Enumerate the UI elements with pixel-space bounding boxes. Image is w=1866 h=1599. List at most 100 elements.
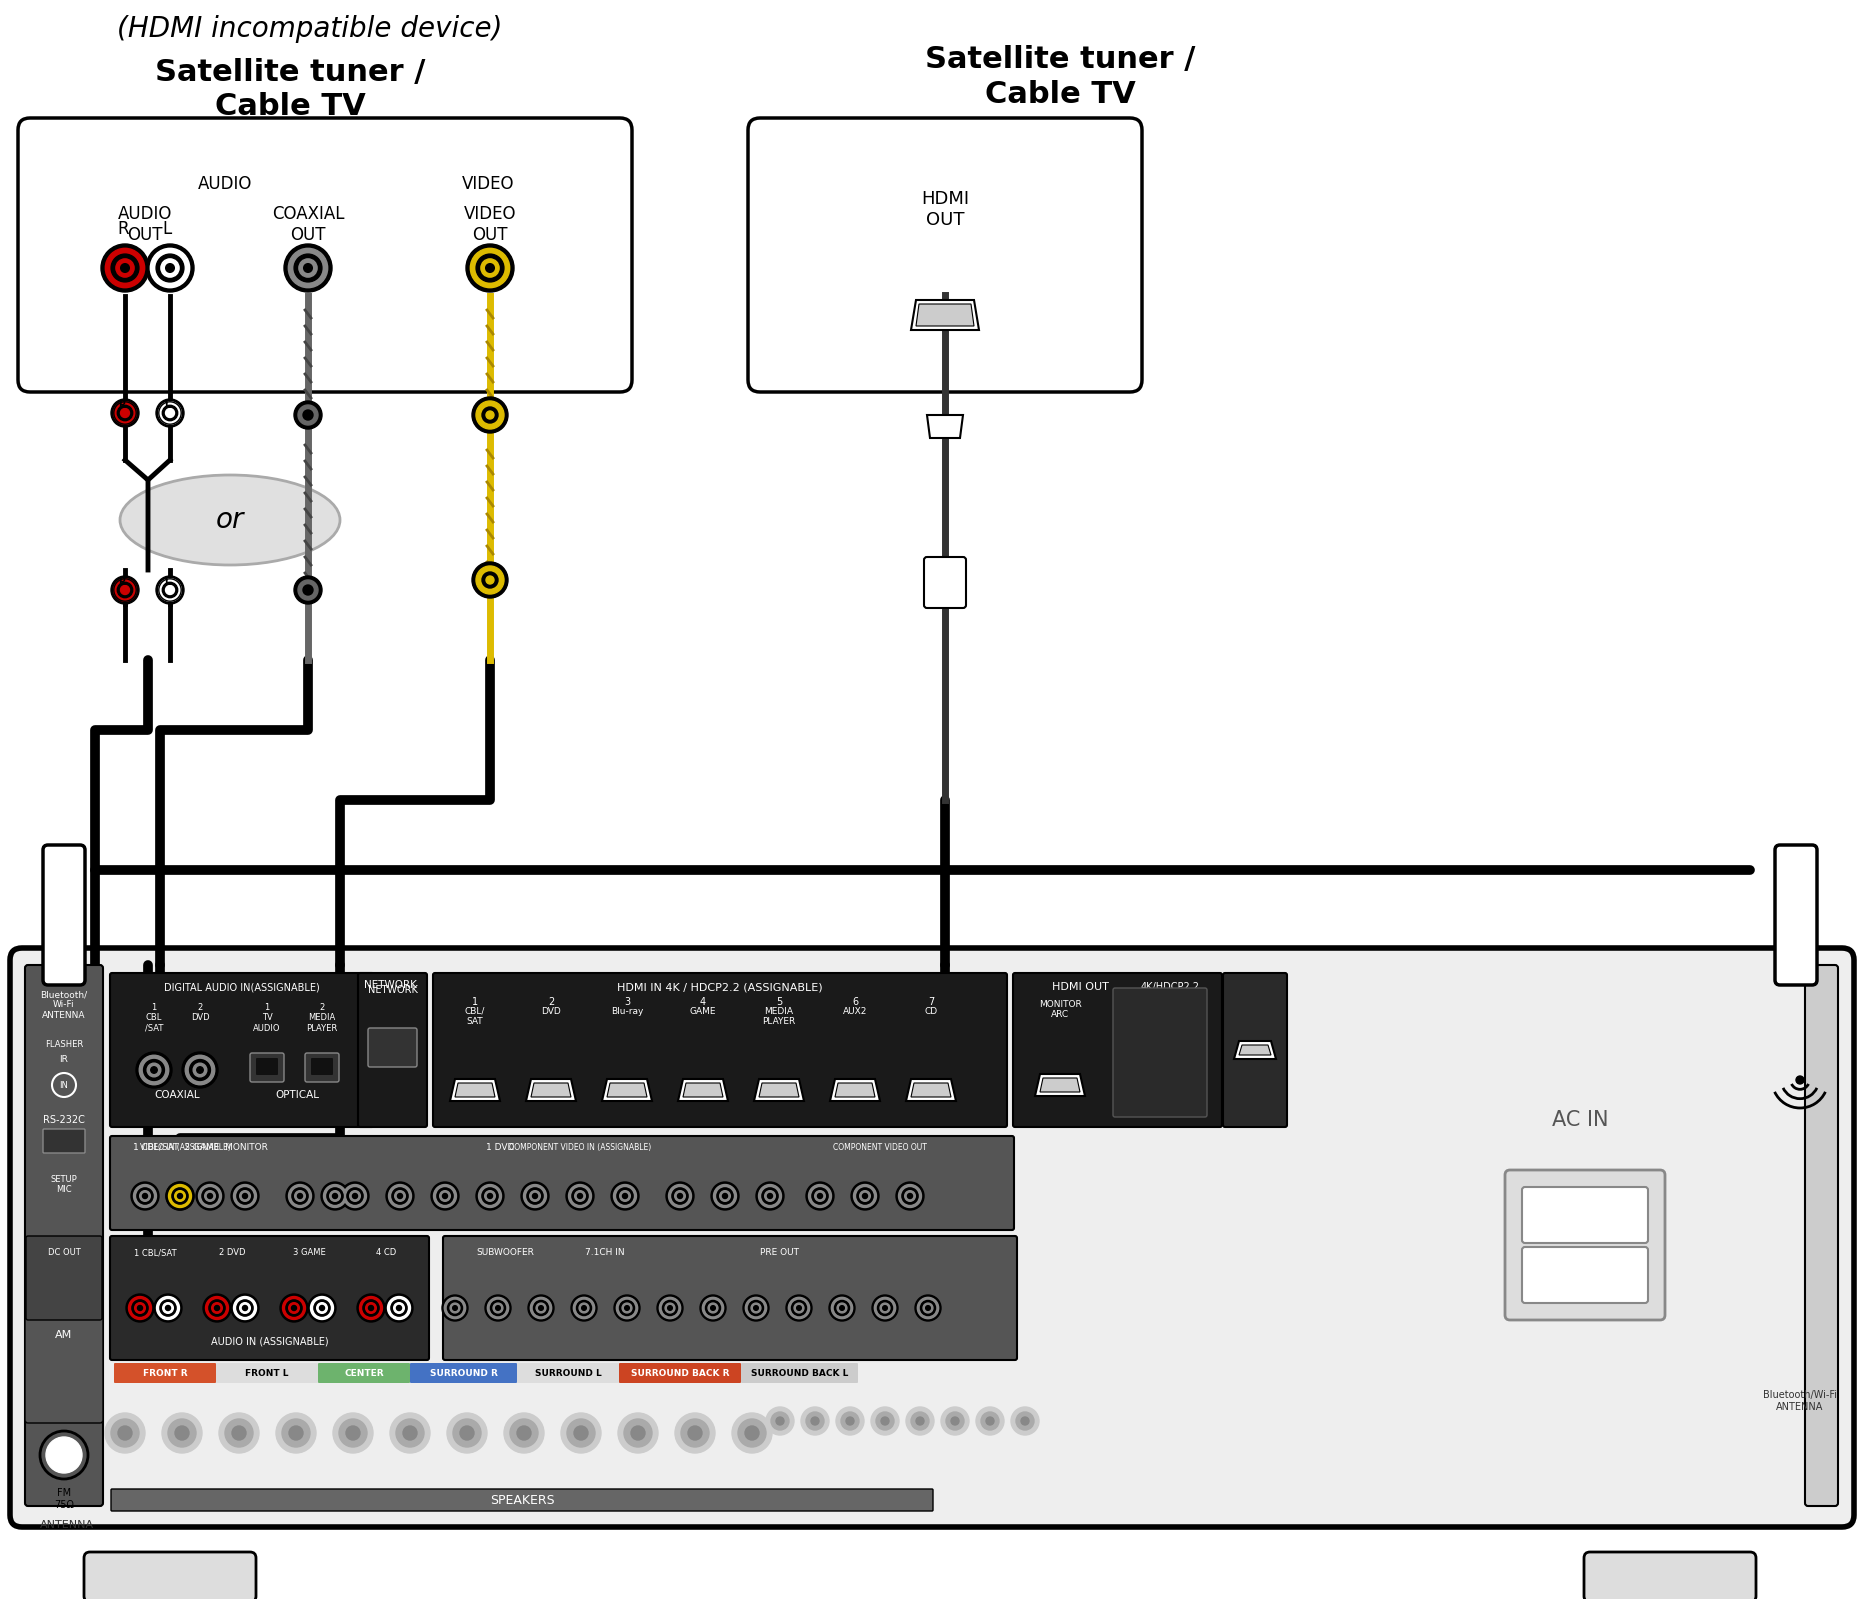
Circle shape [689,1426,702,1441]
Text: SURROUND L: SURROUND L [536,1369,601,1377]
Polygon shape [911,301,980,329]
Circle shape [162,582,177,598]
Circle shape [388,1297,411,1319]
FancyBboxPatch shape [43,1129,86,1153]
FancyBboxPatch shape [26,1236,103,1321]
Circle shape [146,245,194,293]
Circle shape [231,1294,259,1322]
Circle shape [196,1182,224,1210]
Text: SPEAKERS: SPEAKERS [489,1493,554,1506]
Text: 1 CBL/SAT: 1 CBL/SAT [134,1247,175,1257]
Circle shape [397,1193,403,1199]
Circle shape [481,572,498,588]
Circle shape [440,1191,450,1201]
FancyBboxPatch shape [620,1362,741,1383]
Text: COAXIAL
OUT: COAXIAL OUT [272,205,343,243]
Circle shape [295,254,323,281]
Circle shape [717,1188,733,1204]
FancyBboxPatch shape [24,966,103,1506]
Circle shape [356,1294,384,1322]
Circle shape [284,245,332,293]
Circle shape [569,1185,592,1207]
Circle shape [166,1305,170,1311]
Text: AUDIO IN (ASSIGNABLE): AUDIO IN (ASSIGNABLE) [211,1337,328,1346]
Text: 7: 7 [927,998,935,1007]
Circle shape [239,1303,250,1313]
Polygon shape [927,416,963,438]
Text: AUDIO: AUDIO [198,174,252,193]
Circle shape [295,1191,306,1201]
Circle shape [614,1295,640,1321]
Circle shape [577,1193,582,1199]
Polygon shape [450,1079,500,1102]
Circle shape [659,1297,681,1319]
Circle shape [745,1426,759,1441]
Circle shape [664,1303,675,1313]
Circle shape [918,1297,939,1319]
Circle shape [360,1297,383,1319]
Circle shape [487,1193,493,1199]
Circle shape [157,576,185,604]
Text: GAME: GAME [690,1007,717,1015]
Circle shape [237,1300,254,1316]
Circle shape [175,1191,185,1201]
Text: L: L [164,577,170,587]
Circle shape [394,1303,405,1313]
Circle shape [767,1407,795,1434]
Circle shape [185,1055,215,1084]
Circle shape [147,1063,160,1076]
Circle shape [478,1185,502,1207]
Text: 4 CD: 4 CD [375,1247,396,1257]
Circle shape [453,1306,457,1310]
Polygon shape [606,1083,648,1097]
Circle shape [481,259,498,277]
Circle shape [310,1297,334,1319]
Circle shape [530,1297,552,1319]
Circle shape [160,1300,175,1316]
FancyBboxPatch shape [84,1553,256,1599]
Text: Cable TV: Cable TV [215,93,366,122]
Circle shape [341,1182,369,1210]
Circle shape [104,1414,146,1453]
Circle shape [140,1055,168,1084]
Circle shape [160,259,179,277]
Circle shape [623,1193,627,1199]
Circle shape [131,1182,159,1210]
Polygon shape [830,1079,881,1102]
Circle shape [159,401,181,424]
Circle shape [162,1303,174,1313]
Circle shape [157,400,185,427]
Circle shape [812,1188,829,1204]
Circle shape [291,1305,297,1311]
Circle shape [194,1063,207,1076]
Circle shape [114,401,136,424]
Circle shape [177,1193,183,1199]
Text: 1
CBL
/SAT: 1 CBL /SAT [146,1003,162,1033]
Circle shape [758,1185,782,1207]
Circle shape [786,1295,812,1321]
Circle shape [618,1414,659,1453]
Circle shape [672,1188,689,1204]
Text: AUX2: AUX2 [843,1007,868,1015]
Circle shape [472,397,508,433]
Circle shape [299,405,317,425]
Text: CENTER: CENTER [343,1369,384,1377]
Circle shape [302,585,313,595]
FancyBboxPatch shape [110,1489,933,1511]
Circle shape [577,1300,592,1316]
Circle shape [761,1188,778,1204]
Circle shape [198,1185,222,1207]
Circle shape [285,1182,313,1210]
Text: FM
75Ω: FM 75Ω [54,1489,75,1509]
Circle shape [433,1185,457,1207]
Circle shape [388,1185,412,1207]
FancyBboxPatch shape [304,1054,340,1083]
Circle shape [675,1414,715,1453]
Text: SUBWOOFER: SUBWOOFER [476,1247,534,1257]
Text: COMPONENT VIDEO OUT: COMPONENT VIDEO OUT [832,1143,927,1151]
Text: Satellite tuner /: Satellite tuner / [926,45,1196,74]
Text: 1: 1 [472,998,478,1007]
Circle shape [881,1417,888,1425]
Text: 2
DVD: 2 DVD [190,1003,209,1022]
Circle shape [226,1418,254,1447]
